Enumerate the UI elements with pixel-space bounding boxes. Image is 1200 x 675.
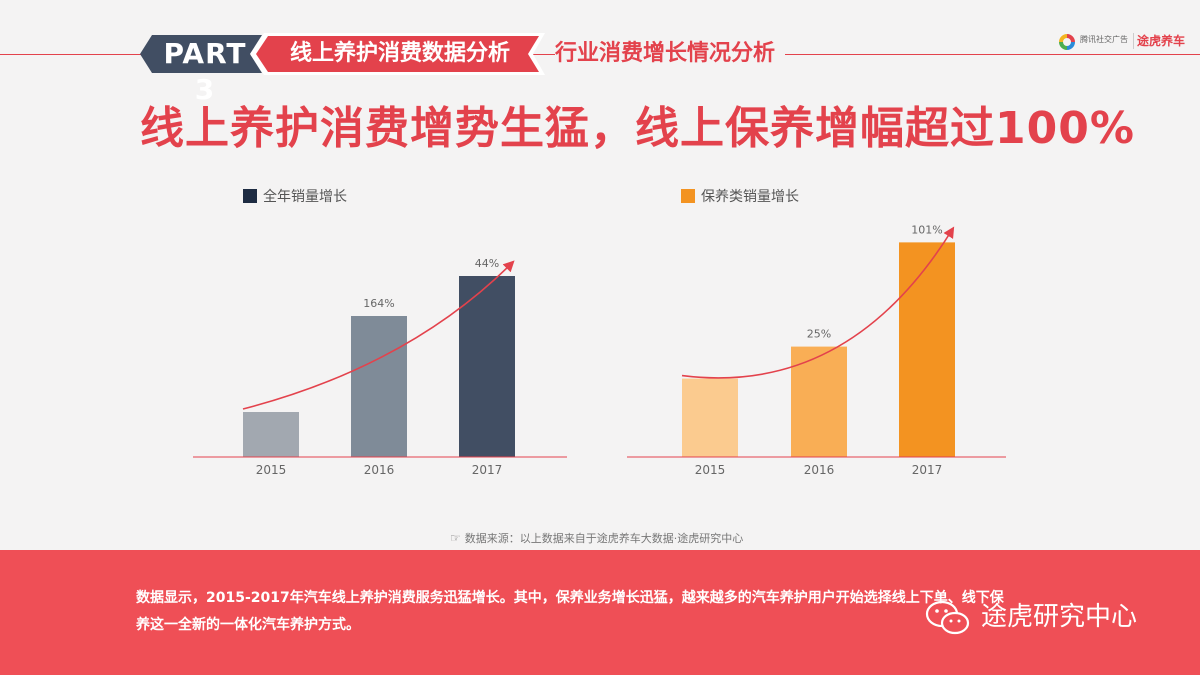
pointing-hand-icon: ☞ (450, 531, 461, 545)
section-label: 线上养护消费数据分析 (289, 41, 510, 66)
trend-arrow-right (681, 226, 955, 379)
legend-left-label: 全年销量增长 (263, 189, 347, 205)
watermark: 途虎研究中心 (925, 597, 1137, 637)
legend-right-label: 保养类销量增长 (701, 189, 799, 205)
tick-label-right-2016: 2016 (804, 463, 835, 477)
sub-section-label: 行业消费增长情况分析 (555, 38, 786, 70)
watermark-text: 途虎研究中心 (981, 602, 1138, 632)
logo-divider (1133, 33, 1134, 49)
bar-right-2016 (791, 346, 847, 457)
wechat-icon (925, 600, 970, 634)
data-label-left-2016: 164% (363, 297, 394, 310)
legend-right-swatch (681, 189, 695, 203)
logo-area: 腾讯社交广告 途虎养车 (1055, 30, 1185, 54)
tick-label-left-2015: 2015 (256, 463, 287, 477)
tick-label-left-2017: 2017 (472, 463, 503, 477)
bar-right-2015 (682, 378, 738, 457)
chart-left: 2015 2016 164% 2017 44% (193, 257, 567, 477)
data-label-right-2016: 25% (807, 328, 831, 341)
data-source-note: ☞ 数据来源：以上数据来自于途虎养车大数据·途虎研究中心 (450, 530, 743, 546)
trend-arrow-left (242, 260, 515, 410)
bar-left-2017 (459, 276, 515, 457)
data-label-left-2017: 44% (475, 257, 499, 270)
tuhu-logo-text: 途虎养车 (1137, 34, 1186, 48)
bar-right-2017 (899, 242, 955, 457)
tencent-logo-text: 腾讯社交广告 (1080, 35, 1128, 44)
bar-left-2015 (243, 412, 299, 457)
data-label-right-2017: 101% (911, 223, 942, 236)
bar-charts: 2015 2016 164% 2017 44% 2015 2016 25% 2017 101% (193, 223, 1006, 477)
legend-left: 全年销量增长 (243, 186, 347, 206)
data-source-text: 数据来源：以上数据来自于途虎养车大数据·途虎研究中心 (464, 532, 744, 545)
tick-label-right-2015: 2015 (695, 463, 726, 477)
summary-text: 数据显示，2015-2017年汽车线上养护消费服务迅猛增长。其中，保养业务增长迅… (136, 590, 1004, 633)
part-badge (140, 35, 262, 73)
legend-right: 保养类销量增长 (681, 186, 799, 206)
bar-left-2016 (351, 316, 407, 457)
part-label: PART 3 (163, 37, 247, 106)
tick-label-left-2016: 2016 (364, 463, 395, 477)
summary-band (0, 550, 1200, 675)
legend-left-swatch (243, 189, 257, 203)
page-title: 线上养护消费增势生猛，线上保养增幅超过100% (140, 103, 1135, 154)
tick-label-right-2017: 2017 (912, 463, 943, 477)
section-tag (250, 33, 545, 75)
tencent-logo-icon (1059, 34, 1075, 50)
chart-right: 2015 2016 25% 2017 101% (627, 223, 1006, 477)
